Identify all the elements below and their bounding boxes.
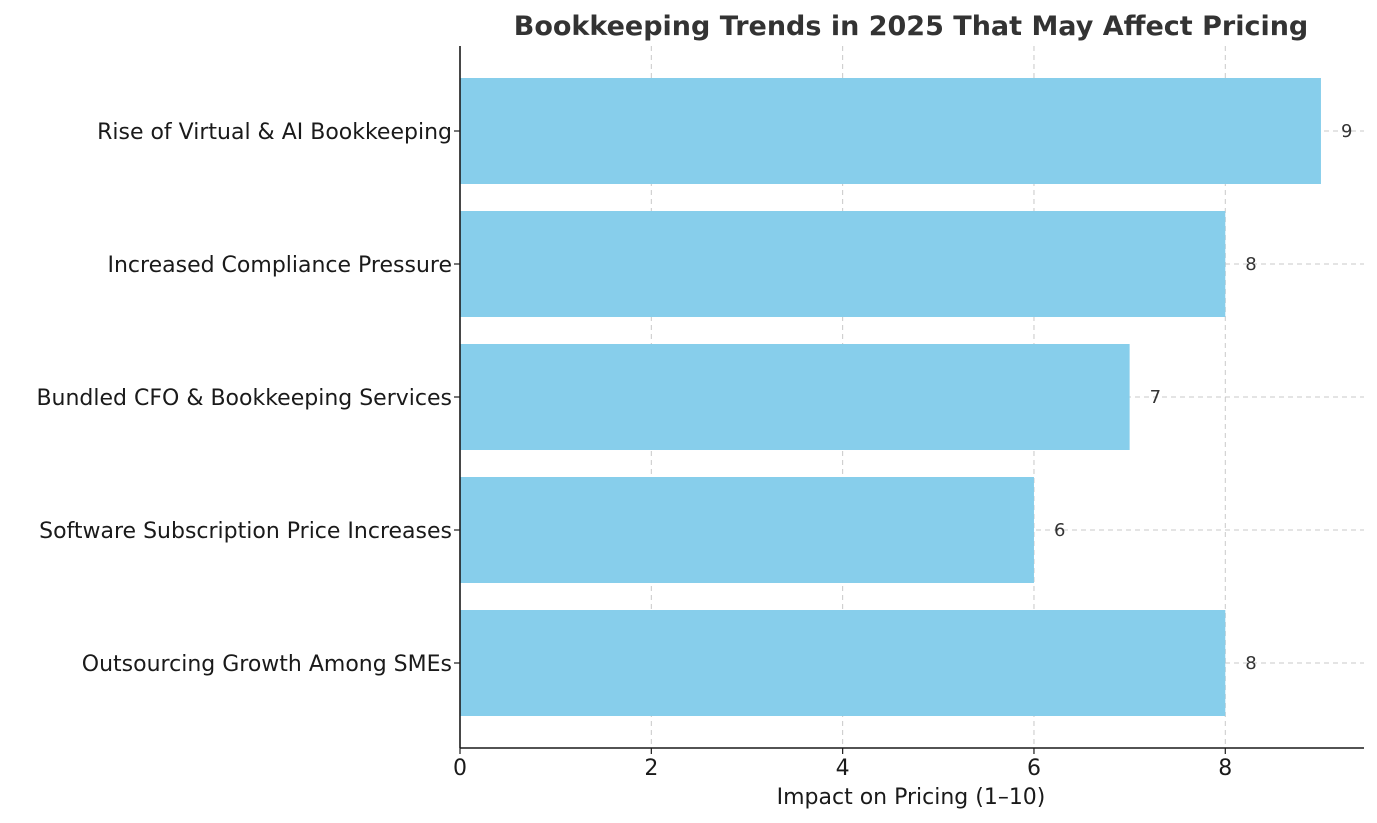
bar <box>460 344 1130 450</box>
bar <box>460 477 1034 583</box>
labels-layer: Rise of Virtual & AI Bookkeeping 9 Increas… <box>36 120 1352 781</box>
data-label: 6 <box>1054 520 1065 541</box>
x-tick-label: 2 <box>644 756 658 781</box>
data-label: 8 <box>1245 254 1256 275</box>
bar <box>460 610 1226 716</box>
chart-title: Bookkeeping Trends in 2025 That May Affe… <box>514 11 1309 42</box>
x-axis-label: Impact on Pricing (1–10) <box>777 785 1046 810</box>
data-label: 8 <box>1245 653 1256 674</box>
x-tick-label: 0 <box>453 756 467 781</box>
category-label: Outsourcing Growth Among SMEs <box>82 652 452 677</box>
x-tick-label: 4 <box>836 756 850 781</box>
category-label: Rise of Virtual & AI Bookkeeping <box>97 120 452 145</box>
category-label: Software Subscription Price Increases <box>39 519 452 544</box>
data-label: 7 <box>1150 387 1161 408</box>
category-label: Increased Compliance Pressure <box>108 253 453 278</box>
bar <box>460 78 1321 184</box>
axes-layer <box>454 46 1364 754</box>
x-tick-label: 8 <box>1218 756 1232 781</box>
category-label: Bundled CFO & Bookkeeping Services <box>36 386 452 411</box>
data-label: 9 <box>1341 121 1352 142</box>
bar <box>460 211 1226 317</box>
x-tick-label: 6 <box>1027 756 1041 781</box>
bars-layer <box>460 78 1321 716</box>
